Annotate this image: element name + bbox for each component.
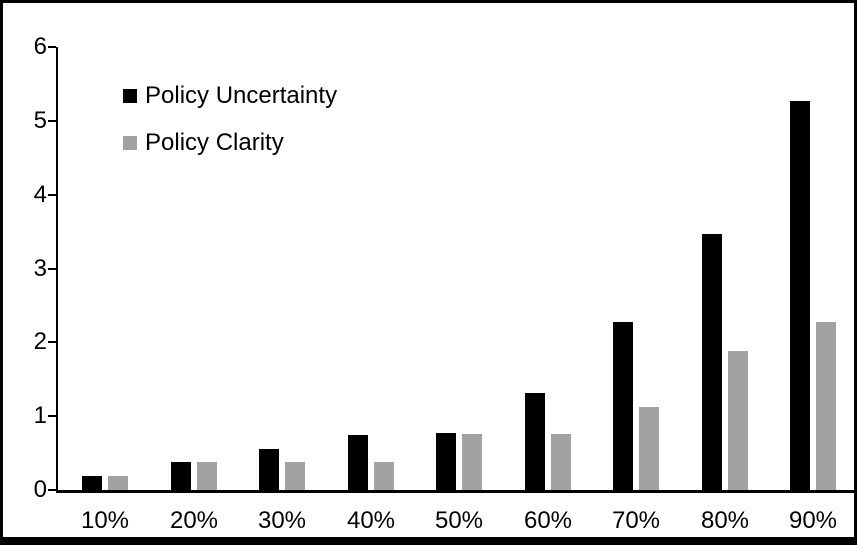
x-tick-label: 50% <box>434 507 484 534</box>
bar-policy-clarity <box>197 462 217 490</box>
x-tick-label: 10% <box>80 507 130 534</box>
y-axis-tick <box>48 341 56 343</box>
y-axis-tick <box>48 46 56 48</box>
y-tick-label: 6 <box>33 33 47 60</box>
bar-policy-uncertainty <box>436 433 456 490</box>
legend-swatch-black-icon <box>123 89 137 103</box>
bar-policy-uncertainty <box>525 393 545 490</box>
bar-policy-uncertainty <box>613 322 633 490</box>
x-tick-label: 60% <box>523 507 573 534</box>
x-tick-label: 40% <box>346 507 396 534</box>
x-tick-label: 30% <box>257 507 307 534</box>
bar-policy-uncertainty <box>259 449 279 490</box>
y-axis-tick <box>48 489 56 491</box>
y-tick-label: 1 <box>33 402 47 429</box>
bar-policy-clarity <box>462 434 482 490</box>
x-tick-label: 70% <box>611 507 661 534</box>
y-tick-label: 5 <box>33 107 47 134</box>
bar-policy-uncertainty <box>171 462 191 490</box>
bar-policy-clarity <box>816 322 836 490</box>
bar-policy-uncertainty <box>82 476 102 490</box>
bar-policy-clarity <box>551 434 571 490</box>
bar-policy-clarity <box>108 476 128 490</box>
bar-policy-uncertainty <box>702 234 722 490</box>
x-axis-line <box>56 490 854 493</box>
legend-swatch-gray-icon <box>123 136 137 150</box>
y-tick-label: 0 <box>33 476 47 503</box>
legend-item-policy-clarity: Policy Clarity <box>123 129 337 157</box>
bar-policy-clarity <box>639 407 659 490</box>
legend-label: Policy Clarity <box>145 129 284 156</box>
y-tick-label: 2 <box>33 328 47 355</box>
bar-policy-clarity <box>285 462 305 490</box>
y-axis-tick <box>48 268 56 270</box>
bar-policy-uncertainty <box>790 101 810 490</box>
x-tick-label: 90% <box>788 507 838 534</box>
legend-label: Policy Uncertainty <box>145 82 338 109</box>
legend-item-policy-uncertainty: Policy Uncertainty <box>123 82 337 110</box>
y-tick-label: 3 <box>33 255 47 282</box>
y-tick-label: 4 <box>33 181 47 208</box>
bar-policy-clarity <box>728 351 748 490</box>
y-axis-tick <box>48 415 56 417</box>
y-axis-tick <box>48 120 56 122</box>
y-axis-tick <box>48 194 56 196</box>
y-axis-line <box>56 47 58 493</box>
bar-policy-uncertainty <box>348 435 368 490</box>
x-tick-label: 20% <box>169 507 219 534</box>
bar-policy-clarity <box>374 462 394 490</box>
legend: Policy Uncertainty Policy Clarity <box>123 82 337 176</box>
x-tick-label: 80% <box>700 507 750 534</box>
